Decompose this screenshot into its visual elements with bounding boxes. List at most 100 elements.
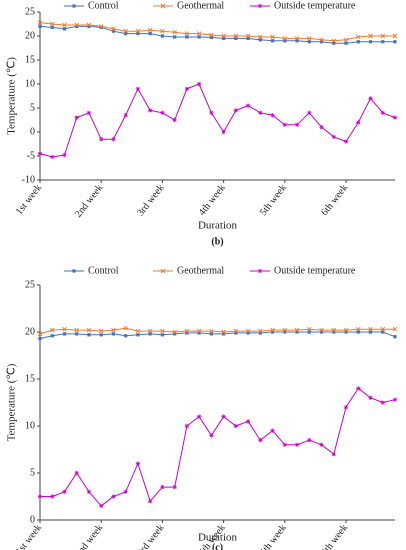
marker — [368, 40, 373, 44]
marker — [234, 331, 238, 335]
y-axis-label: Temperature (℃) — [6, 363, 18, 441]
marker — [221, 129, 226, 135]
marker — [270, 39, 275, 43]
marker — [319, 37, 324, 43]
marker — [319, 125, 324, 130]
marker — [38, 336, 42, 341]
x-tick-label: 2nd week — [73, 522, 105, 550]
marker — [111, 327, 116, 333]
marker — [62, 22, 67, 28]
marker — [148, 332, 152, 336]
marker — [74, 22, 80, 28]
marker — [355, 326, 361, 332]
series-line — [39, 25, 395, 44]
marker — [282, 442, 288, 447]
marker — [221, 329, 226, 335]
y-tick-label: 0 — [30, 514, 35, 525]
marker — [111, 137, 116, 142]
marker — [282, 122, 288, 127]
marker — [380, 400, 385, 405]
marker — [209, 328, 214, 334]
marker — [270, 330, 275, 334]
marker — [147, 328, 153, 334]
marker — [393, 40, 397, 44]
marker — [173, 35, 177, 39]
marker — [294, 327, 300, 333]
marker — [136, 32, 140, 36]
marker — [258, 328, 263, 334]
marker — [49, 21, 55, 27]
marker — [306, 36, 312, 41]
legend-label: Outside temperature — [274, 265, 356, 276]
marker — [380, 326, 386, 332]
marker — [111, 494, 116, 499]
marker — [331, 38, 337, 44]
marker — [233, 328, 239, 334]
marker — [343, 139, 349, 144]
marker — [160, 28, 165, 34]
marker — [344, 330, 348, 334]
marker — [307, 437, 312, 443]
marker — [381, 330, 385, 334]
marker — [392, 115, 398, 120]
marker — [343, 37, 349, 43]
marker — [135, 461, 141, 466]
marker — [233, 423, 239, 429]
legend-marker — [257, 3, 263, 9]
marker — [184, 328, 190, 334]
marker — [172, 484, 177, 490]
marker — [245, 103, 251, 108]
marker — [50, 494, 55, 499]
marker — [75, 332, 79, 336]
y-tick-label: 15 — [25, 373, 35, 384]
marker — [294, 36, 300, 41]
marker — [135, 28, 141, 34]
legend-label: Control — [88, 265, 119, 276]
marker — [74, 470, 79, 476]
marker — [258, 437, 263, 443]
marker — [74, 327, 80, 333]
y-tick-label: 10 — [25, 420, 35, 431]
marker — [37, 20, 43, 25]
marker — [147, 499, 153, 504]
marker — [221, 33, 226, 39]
marker — [209, 35, 213, 40]
legend-label: Geothermal — [177, 265, 224, 276]
y-tick-label: -10 — [22, 174, 35, 185]
marker — [234, 36, 238, 40]
marker — [282, 36, 288, 41]
marker — [196, 31, 202, 36]
series-line — [39, 22, 395, 42]
marker — [258, 331, 262, 335]
marker — [197, 331, 201, 335]
marker — [196, 328, 202, 334]
marker — [98, 24, 104, 29]
marker — [233, 108, 239, 113]
marker — [307, 110, 312, 115]
x-tick-label: 5th week — [258, 182, 289, 217]
marker — [86, 22, 92, 28]
series-line — [39, 83, 396, 158]
marker — [356, 330, 360, 334]
marker — [332, 41, 336, 45]
marker — [62, 332, 67, 336]
marker — [368, 326, 373, 332]
chart: -10 -5 0 5 10 15 20 25 1st week 2nd week 3rd week 4… — [6, 0, 398, 247]
marker — [246, 331, 250, 335]
marker — [196, 81, 202, 87]
series-line — [40, 387, 396, 507]
marker — [49, 327, 55, 333]
y-tick-label: 25 — [25, 279, 35, 290]
y-tick-label: 20 — [25, 326, 35, 337]
marker — [172, 329, 177, 335]
marker — [99, 503, 104, 509]
marker — [160, 333, 165, 337]
legend-marker — [257, 268, 263, 274]
marker — [50, 154, 55, 160]
x-tick-label: 6th week — [319, 182, 350, 217]
legend-label: Geothermal — [177, 0, 224, 11]
marker — [184, 86, 190, 91]
marker — [343, 327, 349, 333]
marker — [319, 442, 324, 447]
